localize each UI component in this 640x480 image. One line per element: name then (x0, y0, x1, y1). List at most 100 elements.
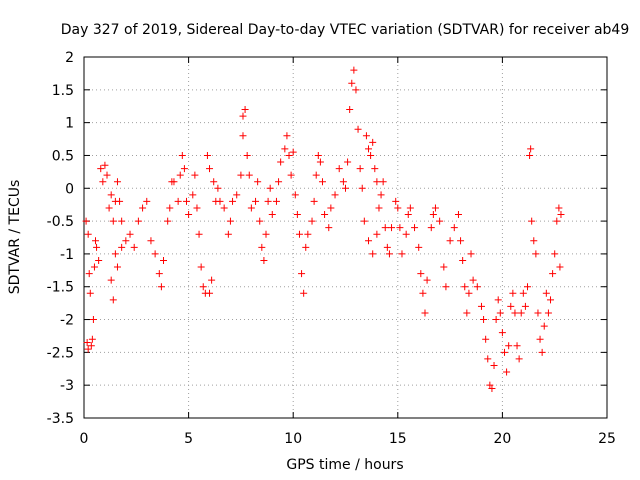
data-point (427, 224, 435, 232)
data-point (126, 230, 134, 238)
data-point (375, 204, 383, 212)
data-point (87, 342, 95, 350)
data-point (206, 165, 214, 173)
data-point (241, 106, 249, 114)
data-point (527, 145, 535, 153)
data-point (310, 197, 318, 205)
data-point (139, 204, 147, 212)
data-point (346, 106, 354, 114)
data-point (362, 132, 370, 140)
data-point (377, 191, 385, 199)
data-point (480, 316, 488, 324)
data-point (538, 348, 546, 356)
data-point (348, 79, 356, 87)
data-point (371, 165, 379, 173)
data-point (482, 335, 490, 343)
data-point (185, 211, 193, 219)
data-point (193, 204, 201, 212)
x-tick-label: 25 (598, 431, 616, 447)
data-point (82, 217, 90, 225)
data-point (118, 217, 126, 225)
data-point (116, 197, 124, 205)
data-point (503, 368, 511, 376)
data-point (268, 211, 276, 219)
data-point (113, 263, 121, 271)
data-point (459, 256, 467, 264)
data-point (339, 178, 347, 186)
data-point (283, 132, 291, 140)
data-point (245, 171, 253, 179)
data-point (300, 289, 308, 297)
data-point (174, 197, 182, 205)
data-point (105, 204, 113, 212)
data-point (89, 316, 97, 324)
chart-title: Day 327 of 2019, Sidereal Day-to-day VTE… (61, 22, 630, 38)
data-point (419, 289, 427, 297)
data-point (266, 184, 274, 192)
data-point (92, 237, 100, 245)
data-point (151, 250, 159, 258)
data-point (429, 211, 437, 219)
data-point (513, 342, 521, 350)
data-point (335, 165, 343, 173)
data-point (312, 171, 320, 179)
data-point (239, 112, 247, 120)
data-point (84, 345, 92, 353)
data-point (86, 289, 94, 297)
data-point (556, 263, 564, 271)
data-point (536, 335, 544, 343)
data-point (164, 217, 172, 225)
data-point (103, 171, 111, 179)
y-tick-label: 2 (65, 50, 74, 66)
data-point (325, 224, 333, 232)
data-point (272, 197, 280, 205)
data-point (507, 302, 515, 310)
data-point (490, 361, 498, 369)
data-point (530, 237, 538, 245)
data-point (239, 132, 247, 140)
data-point (547, 296, 555, 304)
data-point (285, 151, 293, 159)
data-point (252, 197, 260, 205)
data-point (233, 191, 241, 199)
data-point (344, 158, 352, 166)
data-point (373, 230, 381, 238)
data-point (402, 230, 410, 238)
data-point (275, 178, 283, 186)
data-point (295, 230, 303, 238)
data-point (356, 165, 364, 173)
grid-lines (84, 57, 607, 418)
data-point (473, 283, 481, 291)
y-tick-label: -1.5 (47, 280, 74, 296)
data-point (331, 191, 339, 199)
data-point (206, 289, 214, 297)
data-point (304, 230, 312, 238)
data-point (415, 243, 423, 251)
data-point (298, 270, 306, 278)
data-point (157, 283, 165, 291)
data-point (111, 250, 119, 258)
x-tick-label: 15 (389, 431, 407, 447)
data-point (289, 148, 297, 156)
data-point (394, 204, 402, 212)
y-tick-label: -1 (60, 247, 74, 263)
data-point (180, 165, 188, 173)
y-tick-label: -2 (60, 313, 74, 329)
data-point (411, 224, 419, 232)
data-point (93, 243, 101, 251)
data-point (461, 283, 469, 291)
data-point (498, 329, 506, 337)
data-point (484, 355, 492, 363)
data-point (557, 211, 565, 219)
data-point (519, 289, 527, 297)
data-point (392, 197, 400, 205)
data-point (500, 348, 508, 356)
data-point (373, 178, 381, 186)
data-point (342, 184, 349, 192)
data-point (109, 296, 117, 304)
data-point (385, 250, 393, 258)
data-point (388, 224, 396, 232)
data-point (367, 151, 375, 159)
data-point (509, 289, 517, 297)
